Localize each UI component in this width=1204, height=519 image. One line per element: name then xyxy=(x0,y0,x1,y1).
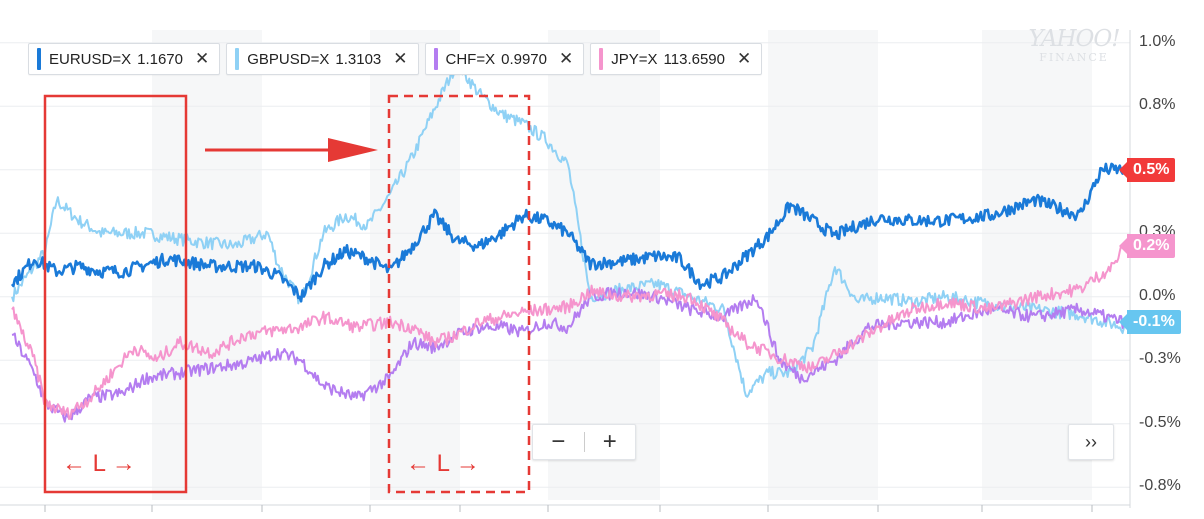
series-line xyxy=(11,60,1125,398)
ticker-symbol: JPY=X xyxy=(611,50,658,68)
last-value-flag: -0.1% xyxy=(1119,310,1181,335)
last-value-flag: 0.2% xyxy=(1118,233,1176,258)
close-icon[interactable]: ✕ xyxy=(393,49,408,68)
ticker-chip-gbpusd[interactable]: GBPUSD=X 1.3103 ✕ xyxy=(226,43,419,75)
shift-arrow-head xyxy=(328,138,378,162)
ticker-chip-chf[interactable]: CHF=X 0.9970 ✕ xyxy=(424,43,585,75)
ticker-symbol: CHF=X xyxy=(445,50,496,68)
ticker-chip-bar: EURUSD=X 1.1670 ✕ GBPUSD=X 1.3103 ✕ CHF=… xyxy=(28,43,763,75)
ticker-price: 1.1670 xyxy=(137,50,183,68)
y-tick-label: -0.8% xyxy=(1139,477,1181,495)
close-icon[interactable]: ✕ xyxy=(559,49,574,68)
y-tick-label: -0.3% xyxy=(1139,350,1181,368)
close-icon[interactable]: ✕ xyxy=(195,49,210,68)
window-label-left: ← L → xyxy=(62,450,136,477)
y-tick-label: 0.8% xyxy=(1139,96,1176,114)
y-tick-label: 1.0% xyxy=(1139,32,1176,50)
expand-button[interactable]: ›› xyxy=(1068,424,1114,460)
ticker-chip-eurusd[interactable]: EURUSD=X 1.1670 ✕ xyxy=(28,43,221,75)
series-layer xyxy=(10,60,1126,423)
series-color-swatch xyxy=(235,48,240,70)
session-band xyxy=(982,30,1092,500)
zoom-in-button[interactable]: + xyxy=(602,428,617,455)
series-line xyxy=(10,162,1126,303)
window-label-right: ← L → xyxy=(406,450,480,477)
ticker-symbol: GBPUSD=X xyxy=(247,50,330,68)
y-tick-label: 0.0% xyxy=(1139,286,1176,304)
window-box-left xyxy=(43,94,188,494)
close-icon[interactable]: ✕ xyxy=(736,49,752,68)
time-bands xyxy=(152,30,1092,500)
zoom-control: − + xyxy=(532,424,636,460)
grid-lines xyxy=(0,30,1131,508)
zoom-out-button[interactable]: − xyxy=(551,428,566,455)
series-line xyxy=(11,244,1125,420)
session-band xyxy=(768,30,878,500)
series-color-swatch xyxy=(599,48,604,70)
ticker-price: 0.9970 xyxy=(501,50,547,68)
series-line xyxy=(11,287,1125,423)
ticker-symbol: EURUSD=X xyxy=(49,50,132,68)
watermark-sub: FINANCE xyxy=(1039,51,1109,64)
y-tick-label: -0.5% xyxy=(1139,413,1181,431)
series-color-swatch xyxy=(37,48,41,70)
annotation-layer xyxy=(43,94,531,494)
x-axis xyxy=(0,504,1130,512)
zoom-divider xyxy=(583,432,585,452)
watermark-brand: YAHOO! xyxy=(1028,26,1120,52)
series-color-swatch xyxy=(433,48,438,70)
ticker-price: 113.6590 xyxy=(663,50,725,68)
ticker-chip-jpy[interactable]: JPY=X 113.6590 ✕ xyxy=(590,43,763,75)
yahoo-finance-watermark: YAHOO! FINANCE xyxy=(1026,26,1122,64)
ticker-price: 1.3103 xyxy=(335,50,382,68)
last-value-flag: 0.5% xyxy=(1118,157,1176,182)
window-box-right xyxy=(387,94,531,494)
